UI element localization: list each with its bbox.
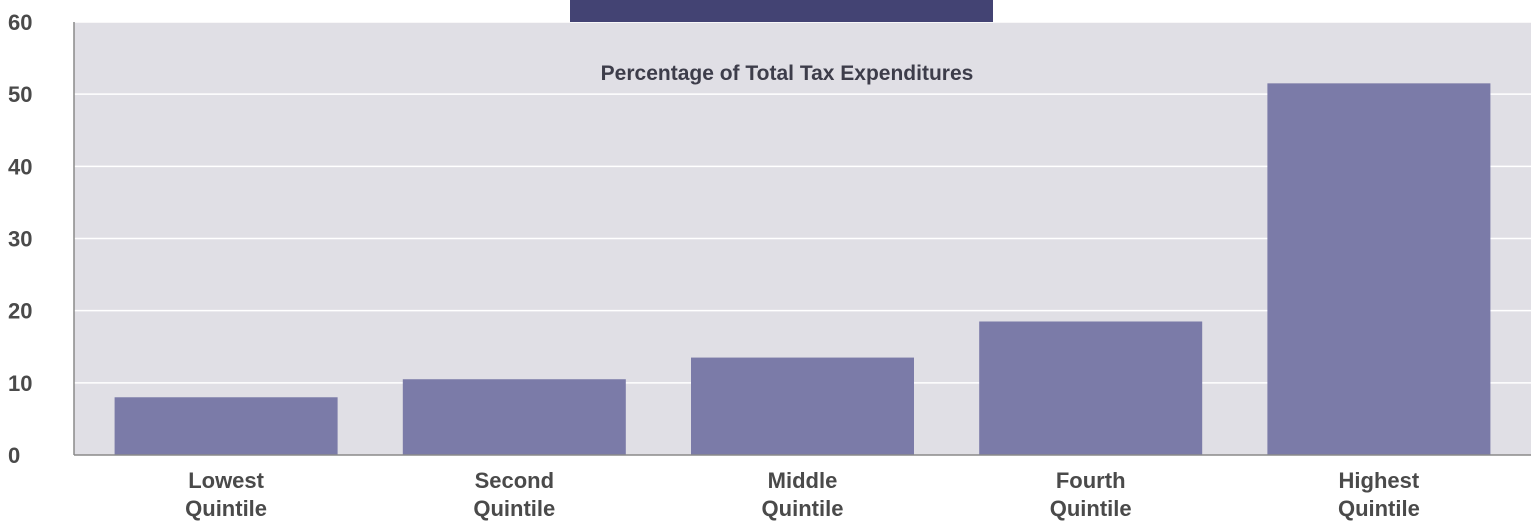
y-tick-label-20: 20 (8, 299, 32, 324)
x-category-label: Quintile (1338, 496, 1420, 521)
y-tick-label-0: 0 (8, 443, 20, 468)
x-category-label: Highest (1339, 468, 1420, 493)
x-category-label: Quintile (762, 496, 844, 521)
bar-second (402, 379, 626, 455)
header-band (570, 0, 993, 22)
x-category-label: Lowest (188, 468, 264, 493)
y-tick-label-30: 30 (8, 227, 32, 252)
bar-highest (1267, 83, 1491, 455)
bar-middle (691, 357, 914, 455)
x-category-label: Second (475, 468, 554, 493)
x-category-labels: Lowest Quintile Second Quintile Middle Quinti… (185, 468, 1420, 521)
y-tick-label-60: 60 (8, 10, 32, 35)
chart-title: Percentage of Total Tax Expenditures (601, 62, 974, 85)
y-tick-label-50: 50 (8, 82, 32, 107)
y-tick-label-10: 10 (8, 371, 32, 396)
y-tick-label-40: 40 (8, 154, 32, 179)
x-category-label: Fourth (1056, 468, 1126, 493)
x-category-label: Quintile (473, 496, 555, 521)
bars (114, 83, 1491, 455)
bar-lowest (114, 397, 338, 455)
x-category-label: Middle (768, 468, 838, 493)
x-category-label: Quintile (185, 496, 267, 521)
y-tick-labels: 0 10 20 30 40 50 60 (8, 10, 32, 468)
bar-fourth (979, 321, 1203, 455)
x-category-label: Quintile (1050, 496, 1132, 521)
